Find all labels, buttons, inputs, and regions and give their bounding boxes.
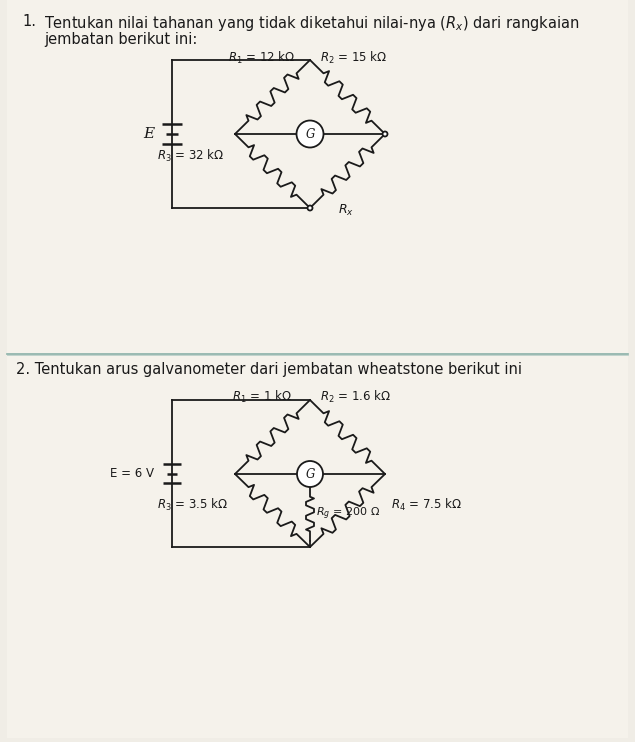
Text: $R_4$ = 7.5 k$\Omega$: $R_4$ = 7.5 k$\Omega$ [391,497,462,513]
Text: $R_x$: $R_x$ [338,203,354,218]
Circle shape [382,131,387,137]
Text: 2. Tentukan arus galvanometer dari jembatan wheatstone berikut ini: 2. Tentukan arus galvanometer dari jemba… [16,362,522,377]
Circle shape [307,206,312,211]
Text: $R_2$ = 1.6 k$\Omega$: $R_2$ = 1.6 k$\Omega$ [320,389,391,405]
Circle shape [297,120,323,148]
Text: $R_3$ = 3.5 k$\Omega$: $R_3$ = 3.5 k$\Omega$ [157,497,228,513]
Circle shape [297,461,323,487]
Text: E: E [143,127,154,141]
Text: $R_2$ = 15 k$\Omega$: $R_2$ = 15 k$\Omega$ [320,50,387,66]
Text: $R_1$ = 12 k$\Omega$: $R_1$ = 12 k$\Omega$ [228,50,295,66]
Text: E = 6 V: E = 6 V [110,467,154,480]
Text: 1.: 1. [22,14,36,29]
Text: jembatan berikut ini:: jembatan berikut ini: [44,32,197,47]
Bar [7,356,628,738]
Text: $R_3$ = 32 k$\Omega$: $R_3$ = 32 k$\Omega$ [157,148,224,164]
Text: $R_g$ = 200 $\Omega$: $R_g$ = 200 $\Omega$ [316,506,380,522]
Text: G: G [305,128,315,140]
Text: G: G [305,467,315,481]
Text: Tentukan nilai tahanan yang tidak diketahui nilai-nya ($R_x$) dari rangkaian: Tentukan nilai tahanan yang tidak diketa… [44,14,580,33]
Text: $R_1$ = 1 k$\Omega$: $R_1$ = 1 k$\Omega$ [232,389,291,405]
Bar [7,0,628,354]
